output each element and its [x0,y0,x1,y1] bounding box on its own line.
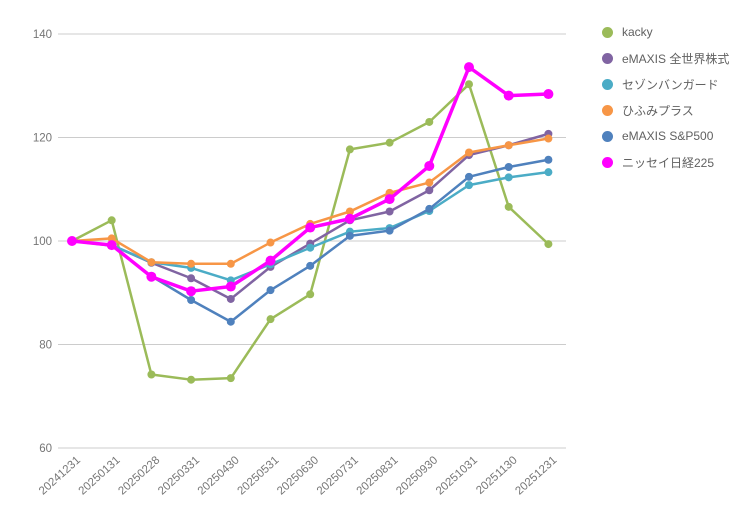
y-axis-ticks: 60 80 100 120 140 [33,29,52,455]
data-point[interactable] [187,295,196,304]
data-point[interactable] [425,204,434,213]
data-point[interactable] [187,259,196,268]
data-point[interactable] [385,207,394,216]
x-tick-label: 20251130 [474,454,519,497]
data-point[interactable] [345,145,354,154]
legend-item-hifumi-plus[interactable]: ひふみプラス [602,97,729,123]
data-point[interactable] [265,255,276,266]
data-point[interactable] [67,236,77,246]
data-point[interactable] [266,238,275,247]
x-tick-label: 20250531 [235,454,281,497]
data-point[interactable] [186,286,197,297]
legend-label: eMAXIS 全世界株式 [622,51,730,66]
legend-marker-icon [602,26,613,38]
data-point[interactable] [107,216,116,225]
x-tick-label: 20250831 [355,454,401,497]
legend-marker-icon [602,78,613,90]
data-point[interactable] [465,181,473,190]
data-point[interactable] [425,178,434,187]
series-1 [68,129,553,303]
y-tick-label: 140 [33,29,52,41]
legend-label: ひふみプラス [622,103,694,118]
x-tick-label: 20251231 [513,454,559,497]
data-point[interactable] [305,222,316,233]
data-point[interactable] [226,374,235,383]
data-point[interactable] [504,202,513,211]
y-tick-label: 60 [39,443,52,455]
data-point[interactable] [146,271,157,282]
data-point[interactable] [306,261,315,270]
legend-label: セゾンバンガード [622,77,719,92]
data-point[interactable] [424,160,435,171]
x-tick-label: 20250731 [315,454,361,497]
y-tick-label: 100 [33,236,52,248]
legend-marker-icon [602,156,613,168]
x-tick-label: 20250930 [394,454,440,497]
data-point[interactable] [306,243,315,252]
legend-marker-icon [602,104,613,116]
x-tick-label: 20251031 [434,454,480,497]
y-tick-label: 120 [33,133,52,145]
data-point[interactable] [385,226,394,235]
legend-label: eMAXIS S&P500 [622,129,714,143]
data-point[interactable] [544,155,553,164]
data-point[interactable] [425,186,434,195]
data-point[interactable] [465,80,473,89]
data-point[interactable] [544,240,553,249]
data-point[interactable] [345,207,354,216]
data-point[interactable] [226,294,235,303]
legend-marker-icon [602,130,613,142]
data-point[interactable] [106,240,117,251]
data-point[interactable] [504,162,513,171]
data-point[interactable] [464,62,474,73]
x-tick-label: 20250131 [77,454,123,497]
data-point[interactable] [107,234,116,243]
legend-item-kacky[interactable]: kacky [602,19,729,45]
legend: kacky eMAXIS 全世界株式 セゾンバンガード ひふみプラス eMAXI… [602,19,729,175]
data-point[interactable] [266,315,275,324]
legend-item-emaxis-sp500[interactable]: eMAXIS S&P500 [602,123,729,149]
data-point[interactable] [187,375,196,384]
series-0 [68,80,553,384]
y-tick-label: 80 [39,340,52,352]
data-point[interactable] [344,213,355,224]
data-point[interactable] [504,173,513,182]
data-point[interactable] [147,370,156,379]
legend-label: kacky [622,25,653,39]
x-tick-label: 20250228 [116,454,162,497]
data-point[interactable] [226,317,235,326]
legend-item-nissei-nikkei225[interactable]: ニッセイ日経225 [602,149,729,175]
legend-label: ニッセイ日経225 [622,155,715,170]
data-point[interactable] [385,138,394,147]
data-point[interactable] [425,117,434,126]
data-point[interactable] [147,258,156,267]
series-line [71,132,549,301]
data-point[interactable] [345,231,354,240]
data-point[interactable] [465,172,473,181]
data-point[interactable] [187,274,196,283]
data-point[interactable] [384,194,395,205]
x-tick-label: 20250630 [275,454,321,497]
x-axis-ticks: 2024123120250131202502282025033120250430… [37,454,559,497]
data-point[interactable] [266,286,275,295]
data-point[interactable] [544,134,553,143]
legend-item-saison-vanguard[interactable]: セゾンバンガード [602,71,729,97]
data-point[interactable] [503,90,514,101]
x-tick-label: 20250430 [196,454,242,497]
data-point[interactable] [226,259,235,268]
x-tick-label: 20241231 [37,454,83,497]
data-point[interactable] [543,89,554,100]
legend-marker-icon [602,52,613,64]
data-point[interactable] [465,148,473,157]
legend-item-emaxis-all-world[interactable]: eMAXIS 全世界株式 [602,45,729,71]
data-point[interactable] [504,141,513,150]
x-tick-label: 20250331 [156,454,202,497]
data-point[interactable] [306,290,315,299]
series-5 [67,62,554,297]
data-point[interactable] [225,281,236,292]
data-point[interactable] [544,168,553,177]
